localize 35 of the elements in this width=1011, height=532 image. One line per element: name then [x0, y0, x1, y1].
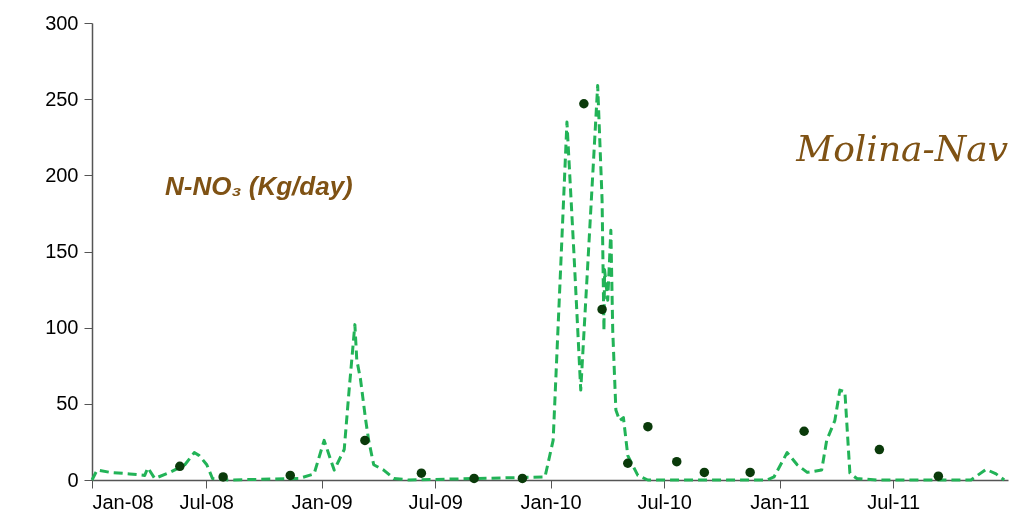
y-tick-label: 0: [67, 468, 79, 491]
point: [671, 456, 682, 467]
point: [597, 304, 607, 315]
point: [360, 435, 370, 446]
point: [285, 470, 295, 481]
point: [218, 472, 228, 482]
x-tick-label: Jan-10: [520, 490, 582, 513]
line-series: [90, 83, 1006, 482]
point: [175, 461, 185, 472]
point: [799, 426, 809, 436]
point: [745, 467, 755, 478]
annotation: N-NO₃ (Kg/day): [165, 171, 353, 201]
y-tick-label: 200: [45, 163, 79, 186]
point: [874, 444, 885, 455]
y-tick-label: 100: [45, 316, 79, 339]
point: [469, 473, 479, 484]
x-tick-label: Jan-08: [92, 490, 154, 513]
point: [699, 467, 710, 478]
point: [579, 99, 589, 109]
x-tick-label: Jan-09: [291, 490, 353, 513]
point: [517, 473, 528, 484]
y-tick-label: 150: [45, 240, 79, 262]
y-tick-label: 300: [45, 11, 79, 34]
point: [623, 458, 633, 468]
y-tick-label: 50: [56, 392, 79, 415]
point: [933, 471, 944, 481]
x-tick-label: Jul-09: [408, 490, 463, 513]
y-tick-label: 250: [45, 87, 79, 110]
x-tick-label: Jan-11: [750, 490, 810, 513]
x-tick-label: Jul-08: [179, 490, 234, 513]
annotation: Molina-Nav: [795, 128, 1008, 169]
x-tick-label: Jul-10: [637, 490, 692, 513]
x-tick-label: Jul-11: [867, 490, 921, 513]
point: [416, 468, 427, 478]
point: [643, 421, 653, 432]
